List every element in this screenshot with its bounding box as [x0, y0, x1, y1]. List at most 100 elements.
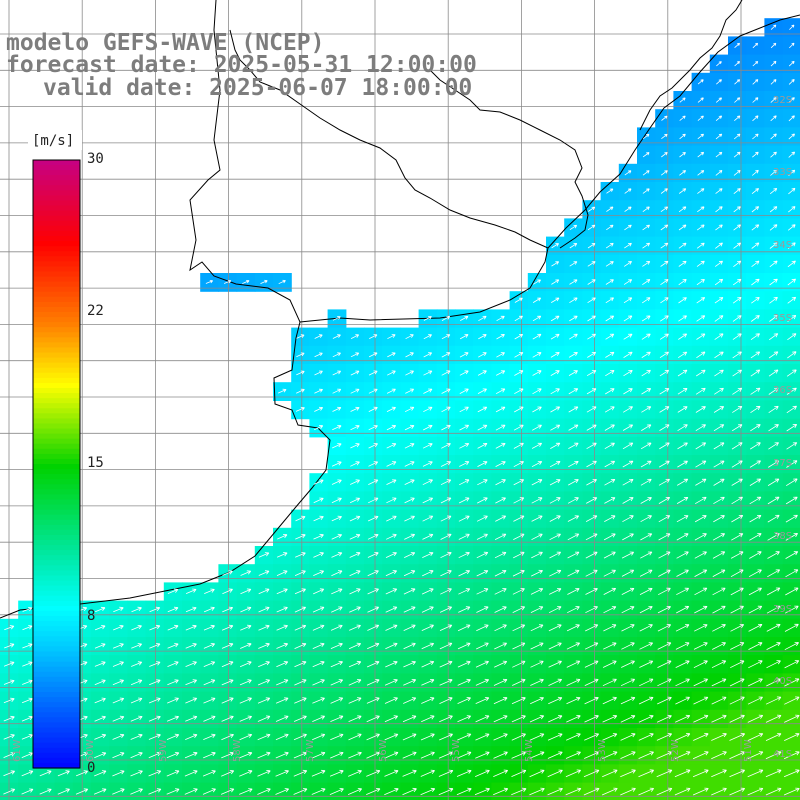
- wind-arrow: [348, 733, 362, 741]
- wind-arrow: [714, 297, 724, 304]
- wind-arrow: [788, 97, 795, 103]
- wind-arrow: [221, 770, 235, 777]
- wind-arrow: [459, 370, 469, 376]
- colorbar-segment: [33, 742, 80, 749]
- wind-arrow: [368, 370, 378, 376]
- wind-cell: [582, 291, 602, 310]
- wind-arrow: [311, 751, 326, 759]
- wind-arrow: [295, 406, 305, 412]
- wind-cell: [546, 273, 565, 292]
- wind-arrow: [366, 733, 380, 741]
- wind-arrow: [130, 679, 143, 686]
- wind-arrow: [422, 533, 434, 540]
- wind-arrow: [384, 751, 399, 759]
- wind-cell: [728, 691, 747, 711]
- colorbar-segment: [33, 464, 80, 470]
- wind-cell: [600, 582, 620, 602]
- wind-cell: [491, 491, 511, 511]
- wind-arrow: [731, 478, 743, 486]
- wind-arrow: [565, 769, 582, 778]
- wind-arrow: [752, 79, 759, 85]
- colorbar-segment: [33, 529, 80, 536]
- wind-arrow: [296, 388, 305, 394]
- wind-arrow: [733, 206, 741, 213]
- wind-cell: [728, 655, 747, 674]
- wind-arrow: [94, 625, 106, 631]
- wind-arrow: [403, 588, 416, 595]
- wind-arrow: [697, 170, 705, 176]
- wind-arrow: [656, 787, 673, 796]
- wind-arrow: [641, 369, 651, 377]
- wind-arrow: [638, 696, 654, 705]
- wind-arrow: [512, 642, 526, 650]
- wind-cell: [691, 436, 711, 456]
- wind-cell: [709, 364, 729, 383]
- wind-arrow: [734, 79, 741, 85]
- wind-arrow: [3, 715, 15, 722]
- wind-arrow: [642, 170, 650, 176]
- wind-arrow: [584, 715, 599, 723]
- wind-arrow: [752, 151, 759, 158]
- wind-cell: [728, 436, 747, 456]
- lat-label: 39S: [773, 604, 793, 615]
- wind-cell: [709, 163, 729, 183]
- wind-cell: [709, 345, 729, 365]
- colorbar-segment: [33, 382, 80, 389]
- wind-arrow: [569, 224, 578, 231]
- wind-arrow: [93, 788, 107, 795]
- wind-arrow: [532, 406, 542, 413]
- wind-cell: [400, 345, 420, 365]
- wind-arrow: [294, 697, 307, 704]
- wind-cell: [728, 291, 747, 310]
- wind-cell: [691, 673, 711, 693]
- colorbar-segment: [33, 550, 80, 556]
- wind-arrow: [349, 606, 361, 613]
- wind-arrow: [493, 697, 508, 705]
- border-path: [229, 29, 549, 249]
- wind-arrow: [385, 660, 398, 668]
- wind-cell: [746, 145, 765, 165]
- wind-arrow: [314, 352, 323, 358]
- wind-cell: [764, 273, 784, 292]
- wind-arrow: [330, 642, 343, 649]
- wind-cell: [673, 163, 693, 183]
- wind-arrow: [714, 260, 723, 267]
- wind-arrow: [734, 61, 740, 67]
- colorbar-segment: [33, 631, 80, 637]
- wind-arrow: [223, 280, 232, 284]
- wind-arrow: [185, 624, 197, 631]
- wind-arrow: [420, 787, 436, 796]
- wind-cell: [400, 364, 420, 383]
- wind-cell: [582, 491, 602, 511]
- wind-cell: [582, 473, 602, 492]
- wind-cell: [436, 491, 456, 511]
- wind-arrow: [605, 351, 615, 358]
- wind-cell: [673, 364, 693, 383]
- wind-cell: [691, 509, 711, 529]
- wind-cell: [618, 509, 638, 529]
- wind-arrow: [749, 478, 762, 486]
- wind-arrow: [369, 334, 378, 339]
- wind-cell: [728, 54, 747, 74]
- wind-arrow: [403, 606, 416, 613]
- wind-cell: [691, 200, 711, 219]
- wind-cell: [709, 218, 729, 238]
- colorbar-segment: [33, 236, 80, 242]
- wind-arrow: [276, 642, 289, 649]
- wind-cell: [764, 127, 784, 147]
- wind-cell: [746, 364, 765, 383]
- wind-arrow: [605, 370, 615, 377]
- wind-cell: [673, 691, 693, 711]
- wind-arrow: [131, 661, 143, 667]
- wind-arrow: [747, 678, 763, 687]
- wind-arrow: [642, 279, 651, 286]
- wind-arrow: [621, 551, 635, 559]
- wind-arrow: [674, 787, 691, 796]
- wind-arrow: [587, 206, 596, 212]
- colorbar-segment: [33, 377, 80, 384]
- title-model: modelo GEFS-WAVE (NCEP): [6, 30, 325, 56]
- wind-cell: [527, 509, 547, 529]
- wind-arrow: [567, 497, 579, 504]
- wind-arrow: [693, 642, 708, 650]
- wind-cell: [418, 455, 438, 474]
